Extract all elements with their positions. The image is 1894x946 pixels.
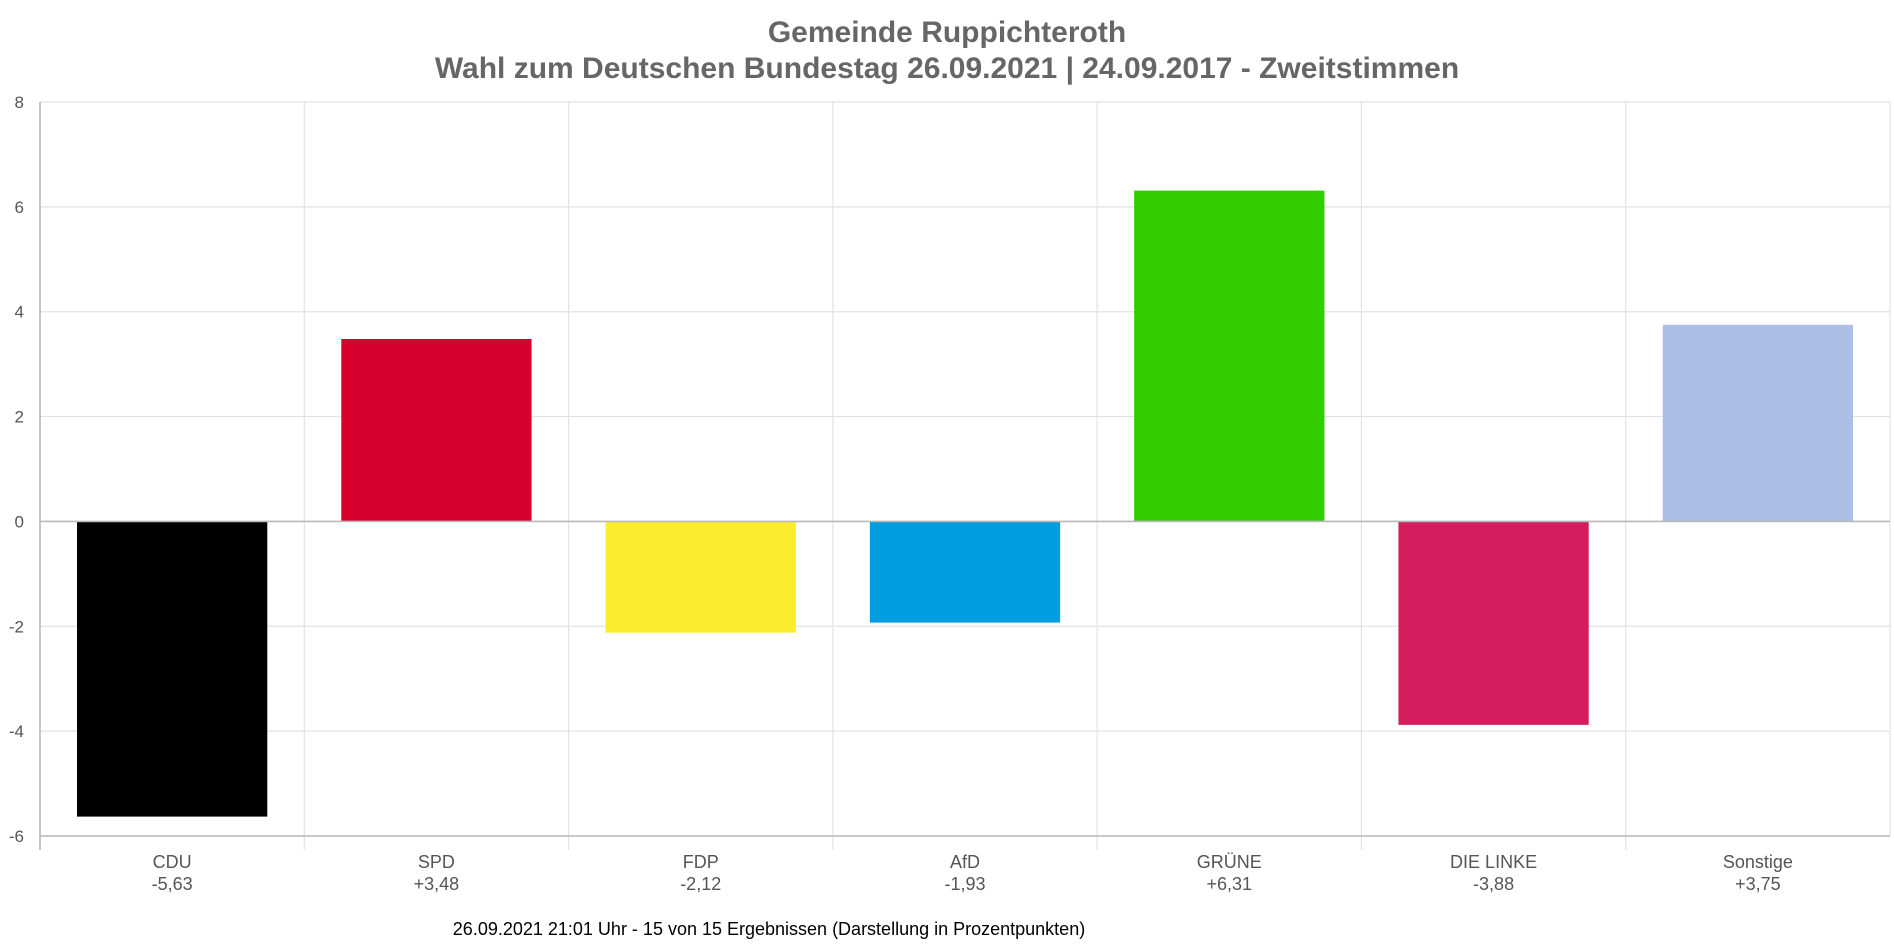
bar-cdu[interactable] [77,521,268,817]
bar-afd[interactable] [869,521,1061,623]
y-tick-label: 8 [15,93,24,112]
x-value-label: -1,93 [944,874,985,894]
bar-fdp[interactable] [605,521,796,633]
y-tick-label: 4 [15,303,24,322]
y-tick-label: -4 [9,722,24,741]
chart-subtitle: Wahl zum Deutschen Bundestag 26.09.2021 … [435,52,1459,85]
y-axis-tick-labels: 8 6 4 2 0 -2 -4 -6 [9,93,24,846]
x-category-label: SPD [418,852,455,872]
x-category-label: AfD [950,852,980,872]
x-category-label: CDU [153,852,192,872]
x-value-label: +3,75 [1735,874,1781,894]
x-value-label: -5,63 [152,874,193,894]
bar-gruene[interactable] [1134,190,1325,522]
y-tick-label: 2 [15,408,24,427]
bars [77,190,1853,817]
x-category-label: DIE LINKE [1450,852,1537,872]
y-tick-label: 6 [15,198,24,217]
bar-die-linke[interactable] [1398,521,1589,725]
x-category-label: Sonstige [1723,852,1793,872]
y-tick-label: -6 [9,827,24,846]
chart-footer: 26.09.2021 21:01 Uhr - 15 von 15 Ergebni… [453,919,1085,939]
x-value-label: -3,88 [1473,874,1514,894]
bar-spd[interactable] [341,338,532,522]
x-value-label: -2,12 [680,874,721,894]
x-category-label: FDP [683,852,719,872]
chart-title: Gemeinde Ruppichteroth [768,16,1126,49]
x-value-label: +3,48 [414,874,460,894]
axes [39,102,1890,850]
grid [40,101,1891,850]
y-tick-label: -2 [9,617,24,636]
x-value-label: +6,31 [1207,874,1253,894]
x-category-label: GRÜNE [1197,852,1262,872]
y-tick-label: 0 [15,512,24,531]
bar-sonstige[interactable] [1662,324,1853,522]
x-axis-labels: CDU-5,63 SPD+3,48 FDP-2,12 AfD-1,93 GRÜNE+6,… [152,852,1793,894]
